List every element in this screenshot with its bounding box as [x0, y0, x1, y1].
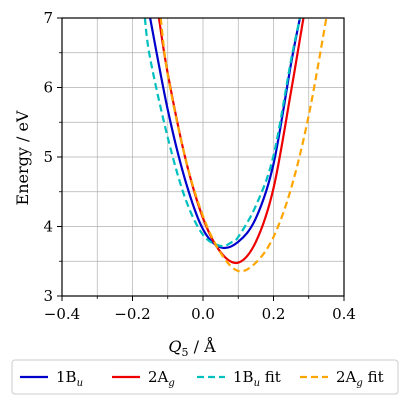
series-line-1: [149, 18, 302, 250]
x-tick-label: 0.0: [191, 305, 215, 323]
series-lines: [143, 18, 328, 273]
grid: [61, 17, 345, 297]
series-line-3: [143, 18, 302, 248]
y-tick-label: 5: [43, 148, 53, 166]
legend: 1Bu 2Ag 1Bu fit 2Ag fit: [11, 359, 399, 395]
x-tick-label: −0.4: [44, 305, 80, 323]
x-tick-label: −0.2: [114, 305, 150, 323]
y-tick-label: 3: [43, 287, 53, 305]
y-tick-label: 7: [43, 9, 53, 27]
y-axis-label: Energy / eV: [13, 110, 32, 205]
axis-ticks: −0.4 −0.2 0.0 0.2 0.4 3 4 5 6 7: [43, 9, 355, 323]
legend-label: 1Bu fit: [233, 368, 281, 389]
x-tick-label: 0.2: [262, 305, 286, 323]
legend-label: 2Ag fit: [336, 368, 384, 389]
y-tick-label: 4: [43, 218, 53, 236]
y-tick-label: 6: [43, 79, 53, 97]
series-line-2: [157, 18, 305, 265]
legend-label: 2Ag: [148, 368, 175, 389]
series-line-4: [159, 18, 328, 273]
x-tick-label: 0.4: [332, 305, 356, 323]
legend-label: 1Bu: [56, 368, 83, 389]
legend-box: [11, 359, 399, 395]
x-axis-label: Q5 / Å: [168, 336, 216, 359]
